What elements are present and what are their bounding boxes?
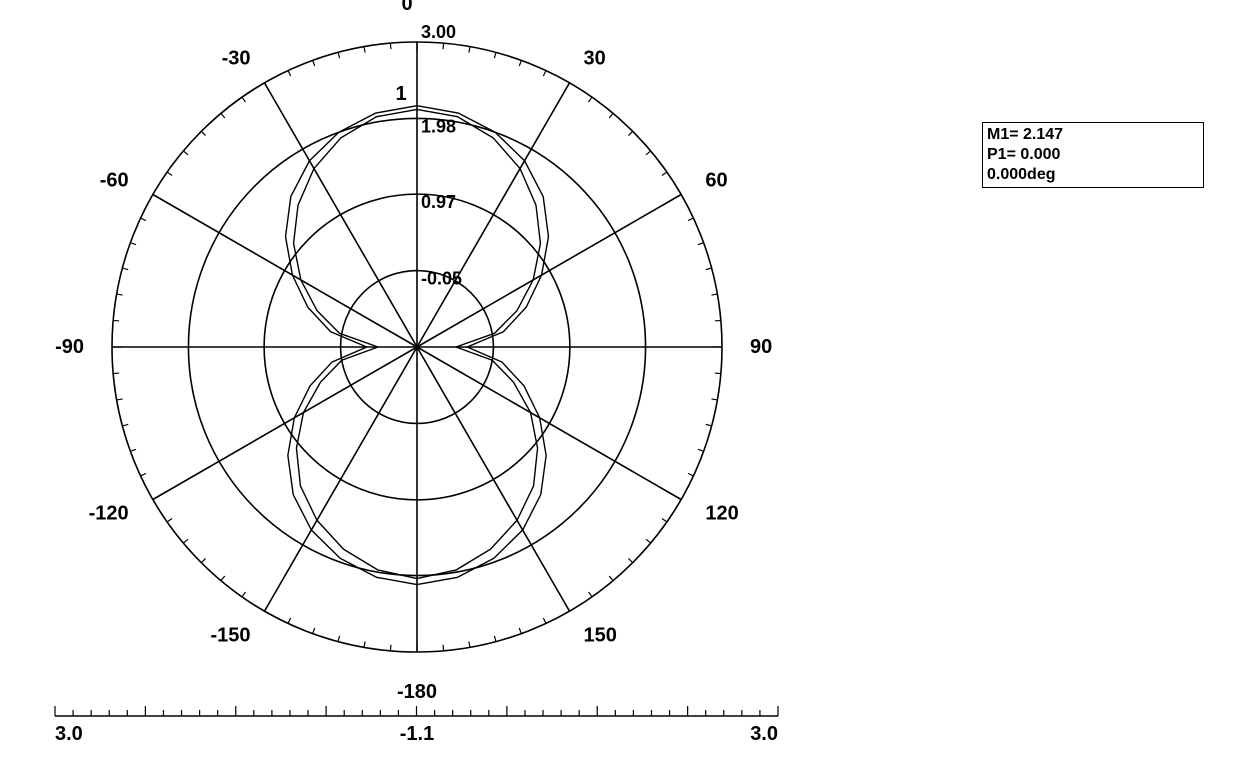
svg-text:-60: -60 [100, 170, 129, 192]
svg-text:-30: -30 [222, 48, 251, 70]
svg-text:3.0: 3.0 [55, 723, 83, 745]
marker-p1: P1= 0.000 [987, 145, 1197, 165]
marker-deg: 0.000deg [987, 165, 1197, 185]
svg-text:0.97: 0.97 [421, 192, 456, 212]
svg-text:-0.05: -0.05 [421, 269, 462, 289]
svg-text:60: 60 [705, 170, 727, 192]
svg-text:90: 90 [750, 336, 772, 358]
svg-text:0: 0 [401, 0, 412, 15]
polar-chart: 0 30 60 90 120 150 -180 -150 -120 -90 -60 -30 -0.05 0… [0, 0, 1240, 766]
svg-text:30: 30 [584, 48, 606, 70]
svg-text:3.00: 3.00 [421, 22, 456, 42]
svg-text:-1.1: -1.1 [400, 723, 434, 745]
marker-readout: M1= 2.147 P1= 0.000 0.000deg [982, 122, 1204, 188]
svg-text:1: 1 [395, 83, 406, 105]
svg-text:-150: -150 [210, 624, 250, 646]
svg-text:120: 120 [705, 503, 738, 525]
marker-m1: M1= 2.147 [987, 125, 1197, 145]
svg-text:1.98: 1.98 [421, 116, 456, 136]
svg-text:-180: -180 [397, 681, 437, 703]
svg-text:-90: -90 [55, 336, 84, 358]
svg-text:-120: -120 [89, 503, 129, 525]
svg-text:150: 150 [584, 624, 617, 646]
svg-text:3.0: 3.0 [750, 723, 778, 745]
